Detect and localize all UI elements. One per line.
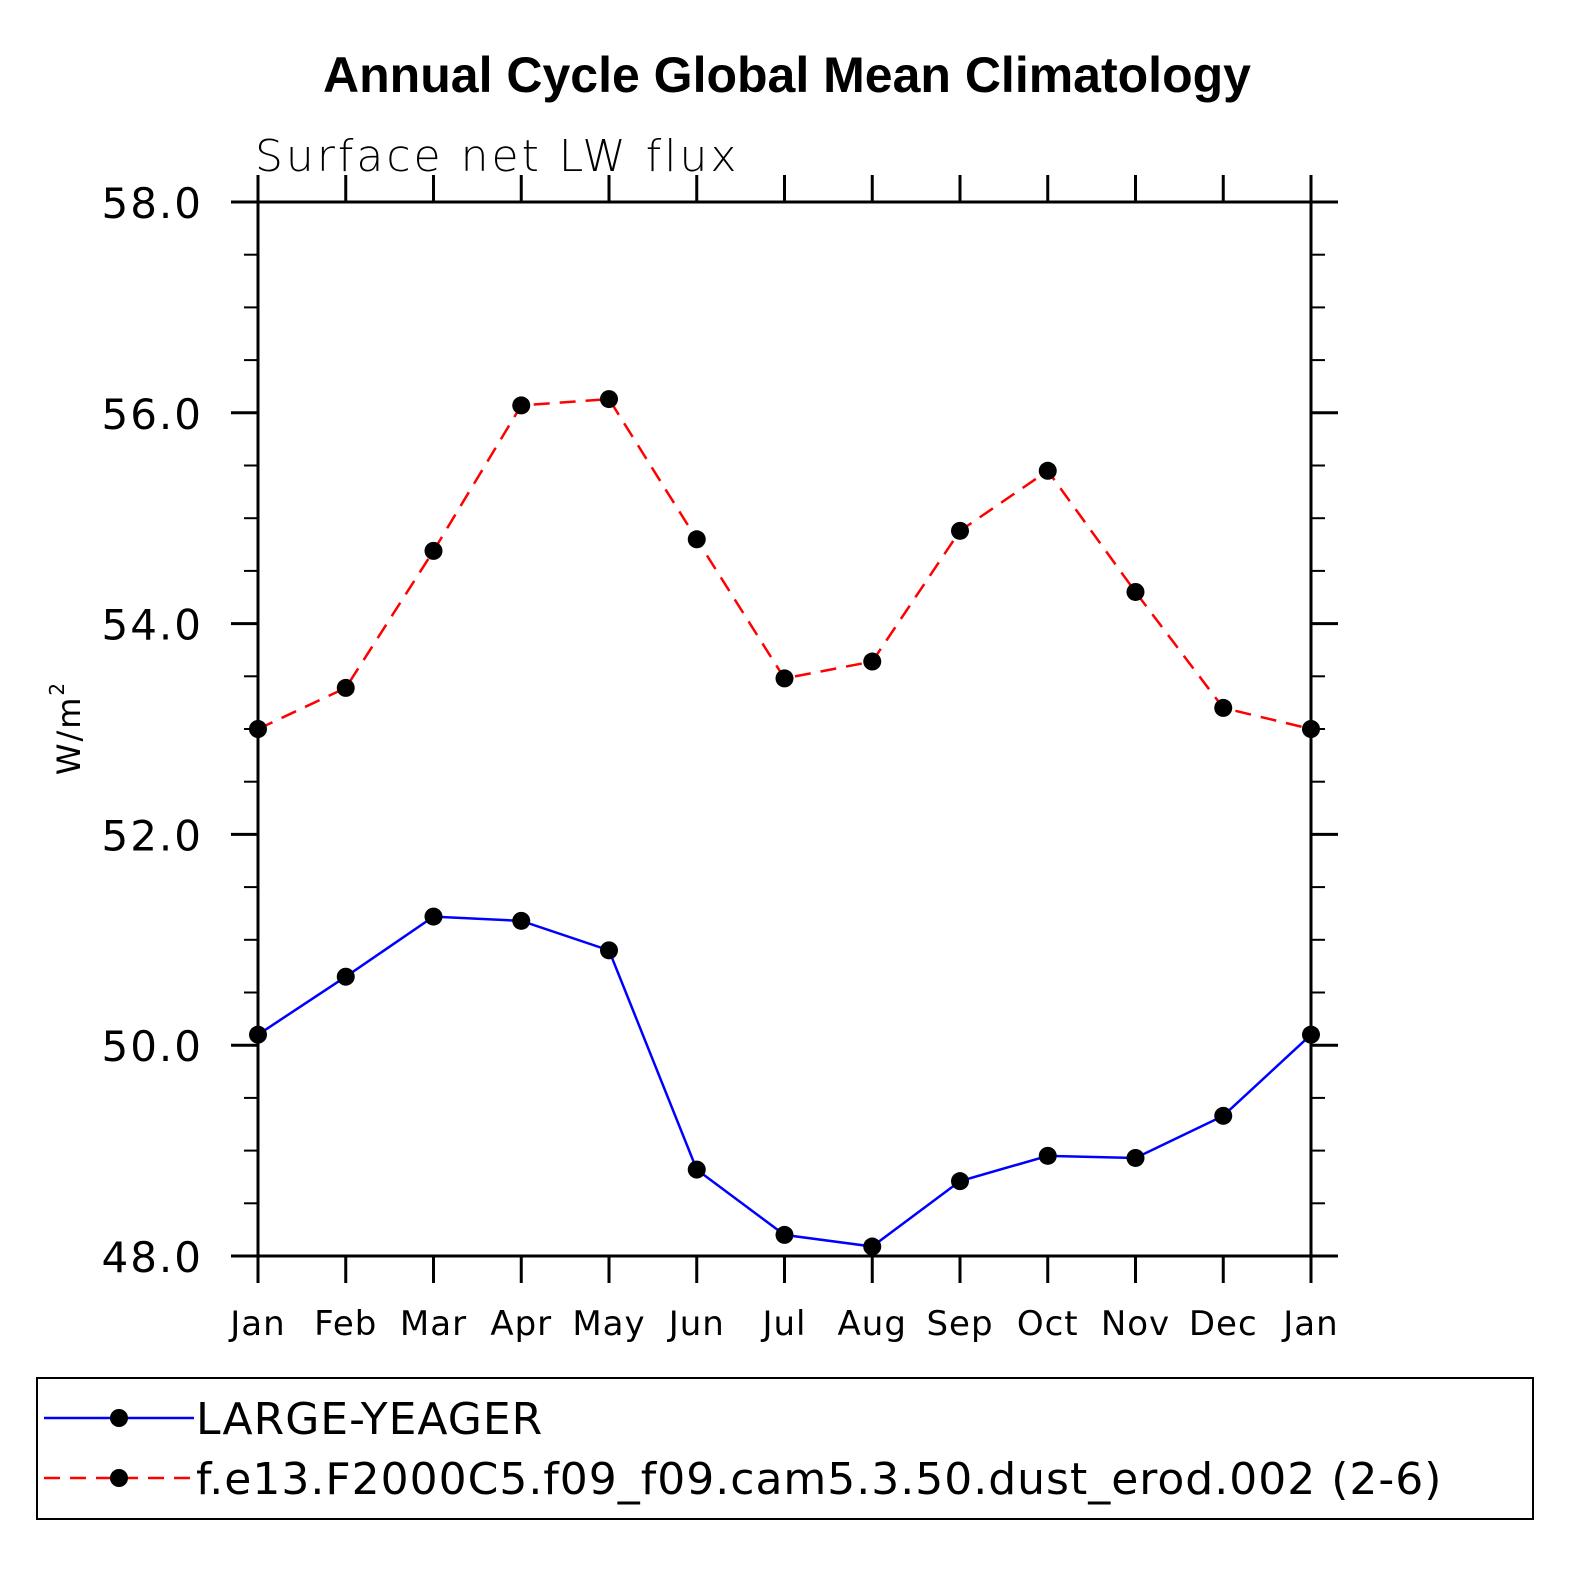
y-tick-label: 50.0: [101, 1022, 203, 1071]
x-tick-label: Nov: [1101, 1304, 1170, 1344]
data-point: [424, 907, 443, 926]
legend-label-2: f.e13.F2000C5.f09_f09.cam5.3.50.dust_ero…: [196, 1454, 1442, 1505]
x-tick-label: Feb: [314, 1304, 377, 1344]
y-tick-labels: 48.0 50.0 52.0 54.0 56.0 58.0: [101, 179, 203, 1282]
x-tick-label: Jan: [228, 1304, 285, 1344]
data-point: [1302, 720, 1320, 738]
data-point: [249, 1025, 267, 1044]
data-point: [687, 530, 706, 549]
y-tick-label: 56.0: [101, 390, 203, 439]
data-point: [336, 678, 355, 697]
data-point: [249, 720, 267, 738]
x-tick-label: Jun: [667, 1304, 725, 1344]
svg-text:W/m2: W/m2: [45, 681, 88, 775]
axis-ticks: [231, 175, 1338, 1283]
data-point: [775, 1225, 794, 1244]
data-point: [1038, 461, 1057, 480]
series-line-1: [257, 915, 1312, 1248]
data-point: [775, 669, 794, 688]
data-point: [600, 941, 618, 960]
data-point: [424, 541, 443, 560]
y-tick-label: 52.0: [101, 811, 203, 860]
data-point: [1126, 1148, 1145, 1167]
x-tick-label: Jul: [760, 1304, 806, 1344]
data-point: [600, 390, 618, 409]
data-point: [1038, 1146, 1057, 1165]
y-axis-label-superscript: 2: [45, 681, 69, 696]
legend-label-1: LARGE-YEAGER: [196, 1394, 543, 1445]
series-lines: [257, 397, 1312, 1248]
x-tick-label: Jan: [1281, 1304, 1338, 1344]
x-tick-label: Mar: [400, 1304, 467, 1344]
y-tick-label: 54.0: [101, 601, 203, 650]
x-tick-label: Aug: [838, 1304, 907, 1344]
x-tick-label: Dec: [1189, 1304, 1258, 1344]
legend-box: [36, 1377, 1534, 1520]
data-point: [951, 1172, 969, 1191]
data-point: [863, 1237, 882, 1256]
y-axis-label-text: W/m: [50, 696, 88, 776]
y-tick-label: 58.0: [101, 179, 203, 228]
plot-frame: [256, 200, 1313, 1258]
data-point: [951, 521, 969, 540]
x-tick-label: Apr: [490, 1304, 552, 1344]
y-axis-label: W/m2: [45, 681, 88, 775]
legend: LARGE-YEAGER f.e13.F2000C5.f09_f09.cam5.3…: [44, 1394, 1442, 1505]
data-point: [687, 1160, 706, 1179]
x-tick-label: Oct: [1017, 1304, 1079, 1344]
data-point: [512, 396, 531, 415]
series-markers: [249, 390, 1320, 1256]
data-point: [863, 652, 882, 671]
data-point: [1126, 582, 1145, 601]
legend-marker-2: [110, 1469, 128, 1487]
y-tick-label: 48.0: [101, 1233, 203, 1282]
x-tick-labels: Jan Feb Mar Apr May Jun Jul Aug Sep Oct Nov Dec Jan: [228, 1304, 1338, 1344]
data-point: [1214, 1106, 1233, 1125]
data-point: [512, 911, 531, 930]
x-tick-label: Sep: [926, 1304, 993, 1344]
x-tick-label: May: [572, 1304, 645, 1344]
chart-subtitle: Surface net LW flux: [255, 131, 739, 182]
data-point: [336, 967, 355, 986]
data-point: [1302, 1025, 1320, 1044]
data-point: [1214, 698, 1233, 717]
chart-title: Annual Cycle Global Mean Climatology: [323, 47, 1251, 103]
legend-marker-1: [110, 1409, 128, 1427]
